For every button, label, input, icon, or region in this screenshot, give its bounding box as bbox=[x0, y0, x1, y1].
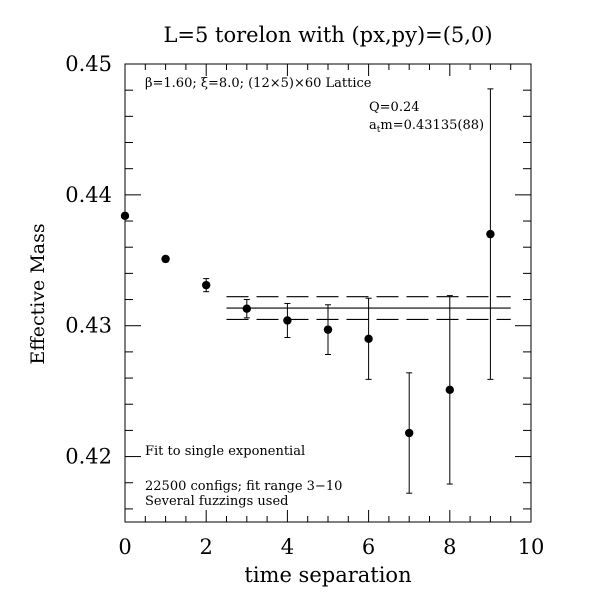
mass-prefix: a bbox=[369, 118, 377, 133]
data-point bbox=[161, 254, 170, 264]
plot-frame bbox=[124, 63, 532, 523]
mass-subscript: t bbox=[377, 125, 381, 135]
configs-annotation: 22500 configs; fit range 3−10 bbox=[145, 479, 342, 494]
mass-annotation: atm=0.43135(88) bbox=[369, 118, 484, 135]
lattice-annotation: β=1.60; ξ=8.0; (12×5)×60 Lattice bbox=[145, 76, 372, 91]
x-axis-label: time separation bbox=[244, 563, 411, 587]
fit-type-annotation: Fit to single exponential bbox=[145, 444, 305, 459]
data-point bbox=[364, 334, 373, 343]
data-point bbox=[323, 325, 333, 334]
axis-ticks bbox=[124, 63, 532, 522]
data-point bbox=[445, 385, 454, 395]
y-tick-label: 0.44 bbox=[65, 183, 112, 207]
data-point bbox=[486, 229, 495, 239]
data-points bbox=[120, 88, 495, 494]
chart-title: L=5 torelon with (px,py)=(5,0) bbox=[163, 23, 492, 47]
data-point bbox=[283, 316, 292, 325]
x-tick-label: 2 bbox=[200, 535, 213, 559]
x-tick-label: 0 bbox=[118, 535, 131, 559]
mass-value: m=0.43135(88) bbox=[380, 118, 484, 133]
tick-labels: 0 2 4 6 8 10 0.42 0.43 0.44 0.45 bbox=[65, 52, 544, 559]
x-tick-label: 10 bbox=[518, 535, 545, 559]
fuzzings-annotation: Several fuzzings used bbox=[145, 494, 289, 509]
y-tick-label: 0.43 bbox=[65, 314, 112, 338]
y-axis-label: Effective Mass bbox=[27, 223, 49, 364]
q-annotation: Q=0.24 bbox=[369, 100, 420, 115]
data-point bbox=[242, 304, 251, 313]
x-tick-label: 6 bbox=[362, 535, 375, 559]
y-tick-label: 0.42 bbox=[65, 445, 112, 469]
x-tick-label: 8 bbox=[443, 535, 456, 559]
x-tick-label: 4 bbox=[281, 535, 294, 559]
data-point bbox=[405, 428, 414, 438]
data-point bbox=[202, 280, 211, 290]
y-tick-label: 0.45 bbox=[65, 52, 112, 76]
